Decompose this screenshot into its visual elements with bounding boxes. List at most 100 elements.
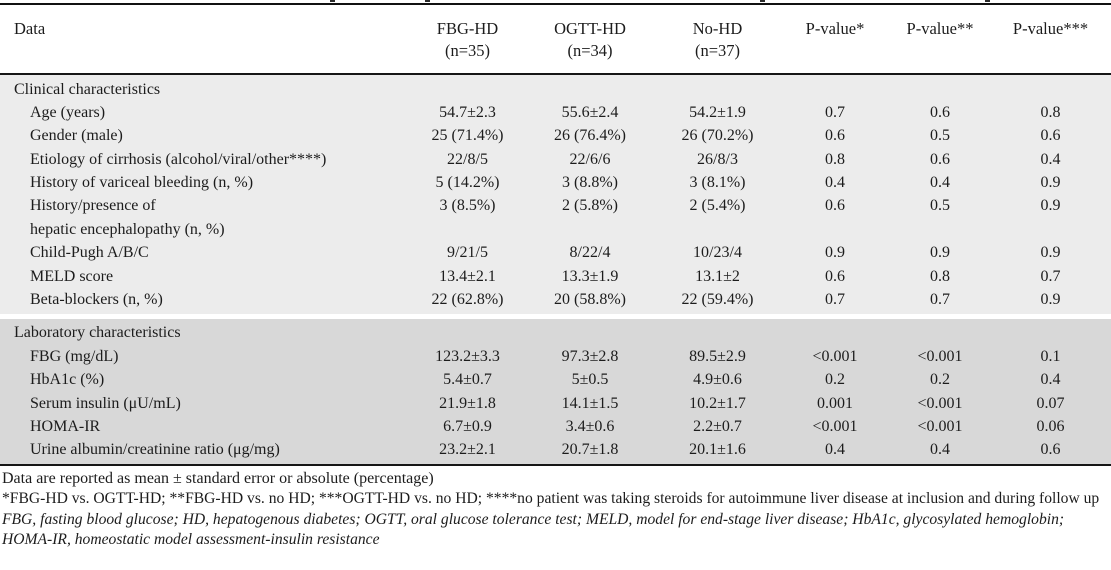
row-value: 0.7 bbox=[825, 291, 845, 309]
column-label: P-value** bbox=[906, 19, 974, 38]
table-row: HOMA-IR 6.7±0.9 3.4±0.6 2.2±0.7 <0.001 <0.001… bbox=[0, 415, 1111, 438]
row-value: 22/8/5 bbox=[447, 150, 488, 168]
row-value: 2 (5.4%) bbox=[689, 197, 746, 215]
section-title: Laboratory characteristics bbox=[14, 324, 181, 342]
row-value: 0.4 bbox=[825, 174, 845, 192]
row-value: 5±0.5 bbox=[571, 371, 609, 389]
row-value: 55.6±2.4 bbox=[561, 103, 619, 121]
row-value: 0.07 bbox=[1036, 394, 1065, 412]
table-section: Laboratory characteristics FBG (mg/dL) 123… bbox=[0, 319, 1111, 464]
row-value: 123.2±3.3 bbox=[435, 347, 500, 365]
header-cell-data: Data bbox=[14, 19, 46, 38]
row-value: 0.5 bbox=[930, 127, 950, 145]
row-value: 0.4 bbox=[1040, 150, 1061, 168]
row-label: Serum insulin (μU/mL) bbox=[30, 394, 181, 412]
row-label: History/presence of bbox=[30, 197, 156, 215]
table-row: FBG (mg/dL) 123.2±3.3 97.3±2.8 89.5±2.9 <0.0… bbox=[0, 345, 1111, 368]
table-header-row: Data FBG-HD (n=35) OGTT-HD (n=34) No-HD … bbox=[0, 5, 1111, 75]
row-value: 13.4±2.1 bbox=[439, 267, 496, 285]
cropped-title-rule bbox=[0, 0, 1111, 5]
row-value: 13.1±2 bbox=[695, 267, 740, 285]
row-value: 23.2±2.1 bbox=[439, 441, 496, 459]
row-value: 2 (5.8%) bbox=[562, 197, 618, 215]
row-value: 0.001 bbox=[817, 394, 853, 412]
table-row: HbA1c (%) 5.4±0.7 5±0.5 4.9±0.6 0.2 0.2 0.4 bbox=[0, 368, 1111, 391]
column-n: (n=37) bbox=[694, 41, 741, 60]
row-value: 0.9 bbox=[1040, 291, 1061, 309]
table-row: History/presence of 3 (8.5%) 2 (5.8%) 2 (5.… bbox=[0, 194, 1111, 217]
row-value: 0.9 bbox=[1040, 174, 1061, 192]
row-value: 3 (8.8%) bbox=[562, 174, 618, 192]
row-value: 0.06 bbox=[1036, 417, 1065, 435]
footnote-abbreviations: FBG, fasting blood glucose; HD, hepatoge… bbox=[2, 510, 1065, 548]
row-value: 8/22/4 bbox=[569, 244, 611, 262]
row-value: 20.1±1.6 bbox=[689, 441, 746, 459]
row-label: MELD score bbox=[30, 267, 114, 285]
column-label: FBG-HD bbox=[436, 19, 499, 38]
row-value: 0.2 bbox=[930, 371, 950, 389]
table-row: Age (years) 54.7±2.3 55.6±2.4 54.2±1.9 0.7 0.… bbox=[0, 101, 1111, 124]
section-title: Clinical characteristics bbox=[14, 80, 161, 98]
row-value: 0.8 bbox=[1040, 103, 1061, 121]
row-value: 25 (71.4%) bbox=[431, 127, 504, 145]
row-value: 0.7 bbox=[930, 291, 950, 309]
row-value: 4.9±0.6 bbox=[693, 371, 742, 389]
row-label: Urine albumin/creatinine ratio (μg/mg) bbox=[30, 441, 280, 459]
cropped-title-remnant bbox=[985, 0, 990, 2]
row-value: 5 (14.2%) bbox=[435, 174, 500, 192]
row-value: 6.7±0.9 bbox=[443, 417, 492, 435]
row-value: 0.6 bbox=[930, 150, 950, 168]
row-value: 3 (8.1%) bbox=[689, 174, 746, 192]
row-value: <0.001 bbox=[812, 347, 858, 365]
row-value: 0.7 bbox=[825, 103, 845, 121]
header-cell-fbg-hd: FBG-HD (n=35) bbox=[410, 18, 525, 62]
header-cell-no-hd: No-HD (n=37) bbox=[655, 18, 780, 62]
row-value: 22/6/6 bbox=[569, 150, 611, 168]
table-section: Clinical characteristics Age (years) 54.7±… bbox=[0, 74, 1111, 315]
table-row: Gender (male) 25 (71.4%) 26 (76.4%) 26 (70.… bbox=[0, 124, 1111, 147]
row-label: Age (years) bbox=[30, 103, 106, 121]
row-value: 0.8 bbox=[930, 267, 950, 285]
row-label: HOMA-IR bbox=[30, 417, 101, 435]
row-value: 0.8 bbox=[825, 150, 845, 168]
cropped-title-remnant bbox=[330, 0, 335, 2]
header-cell-ogtt-hd: OGTT-HD (n=34) bbox=[525, 18, 655, 62]
row-value: 0.1 bbox=[1040, 347, 1061, 365]
row-value: 3 (8.5%) bbox=[439, 197, 496, 215]
column-label: OGTT-HD bbox=[554, 19, 626, 38]
row-value: 26 (76.4%) bbox=[554, 127, 626, 145]
row-value: 10/23/4 bbox=[693, 244, 742, 262]
row-value: <0.001 bbox=[917, 394, 963, 412]
row-value: 20 (58.8%) bbox=[554, 291, 626, 309]
row-label: FBG (mg/dL) bbox=[30, 347, 119, 365]
row-value: 21.9±1.8 bbox=[439, 394, 496, 412]
row-value: 5.4±0.7 bbox=[443, 371, 492, 389]
row-value: 22 (59.4%) bbox=[681, 291, 754, 309]
row-value: 0.9 bbox=[930, 244, 950, 262]
table-row: Etiology of cirrhosis (alcohol/viral/oth… bbox=[0, 148, 1111, 171]
row-value: 22 (62.8%) bbox=[431, 291, 504, 309]
row-value: 9/21/5 bbox=[447, 244, 488, 262]
footnote-reporting: Data are reported as mean ± standard err… bbox=[2, 469, 434, 487]
row-value: 0.9 bbox=[1040, 197, 1061, 215]
table-row: Urine albumin/creatinine ratio (μg/mg) 23… bbox=[0, 438, 1111, 461]
row-value: 0.6 bbox=[825, 197, 845, 215]
row-label: Etiology of cirrhosis (alcohol/viral/oth… bbox=[30, 150, 327, 168]
header-cell-p-value-2: P-value** bbox=[890, 18, 990, 40]
footnote-asterisks: *FBG-HD vs. OGTT-HD; **FBG-HD vs. no HD;… bbox=[2, 490, 1100, 508]
section-gap bbox=[0, 314, 1111, 320]
table-row: History of variceal bleeding (n, %) 5 (14… bbox=[0, 171, 1111, 194]
row-value: <0.001 bbox=[917, 417, 963, 435]
table-body: Clinical characteristics Age (years) 54.7±… bbox=[0, 74, 1111, 466]
row-value: 0.6 bbox=[825, 267, 845, 285]
row-value: 0.5 bbox=[930, 197, 950, 215]
row-label: Gender (male) bbox=[30, 127, 123, 145]
row-label: Beta-blockers (n, %) bbox=[30, 291, 163, 309]
row-value: 54.2±1.9 bbox=[689, 103, 746, 121]
row-label: HbA1c (%) bbox=[30, 371, 105, 389]
row-value: 0.7 bbox=[1040, 267, 1061, 285]
row-value: 0.9 bbox=[825, 244, 845, 262]
table-row: Child-Pugh A/B/C 9/21/5 8/22/4 10/23/4 0.9 0.… bbox=[0, 241, 1111, 264]
row-value: 26/8/3 bbox=[697, 150, 738, 168]
